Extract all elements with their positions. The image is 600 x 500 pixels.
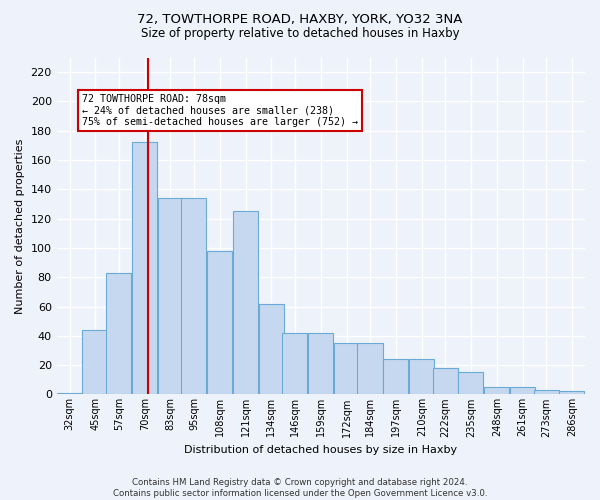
- Bar: [158, 198, 183, 394]
- Bar: [433, 368, 458, 394]
- Bar: [82, 330, 107, 394]
- X-axis label: Distribution of detached houses by size in Haxby: Distribution of detached houses by size …: [184, 445, 457, 455]
- Bar: [181, 198, 206, 394]
- Bar: [358, 343, 383, 394]
- Bar: [106, 273, 131, 394]
- Bar: [282, 333, 307, 394]
- Bar: [233, 212, 258, 394]
- Bar: [559, 392, 584, 394]
- Bar: [458, 372, 484, 394]
- Bar: [207, 251, 232, 394]
- Bar: [510, 387, 535, 394]
- Bar: [56, 393, 82, 394]
- Bar: [383, 359, 408, 394]
- Bar: [409, 359, 434, 394]
- Bar: [484, 387, 509, 394]
- Bar: [308, 333, 333, 394]
- Text: 72, TOWTHORPE ROAD, HAXBY, YORK, YO32 3NA: 72, TOWTHORPE ROAD, HAXBY, YORK, YO32 3N…: [137, 12, 463, 26]
- Y-axis label: Number of detached properties: Number of detached properties: [15, 138, 25, 314]
- Bar: [259, 304, 284, 394]
- Text: Contains HM Land Registry data © Crown copyright and database right 2024.
Contai: Contains HM Land Registry data © Crown c…: [113, 478, 487, 498]
- Bar: [533, 390, 559, 394]
- Text: 72 TOWTHORPE ROAD: 78sqm
← 24% of detached houses are smaller (238)
75% of semi-: 72 TOWTHORPE ROAD: 78sqm ← 24% of detach…: [82, 94, 358, 128]
- Bar: [334, 343, 359, 394]
- Bar: [132, 142, 157, 394]
- Text: Size of property relative to detached houses in Haxby: Size of property relative to detached ho…: [140, 28, 460, 40]
